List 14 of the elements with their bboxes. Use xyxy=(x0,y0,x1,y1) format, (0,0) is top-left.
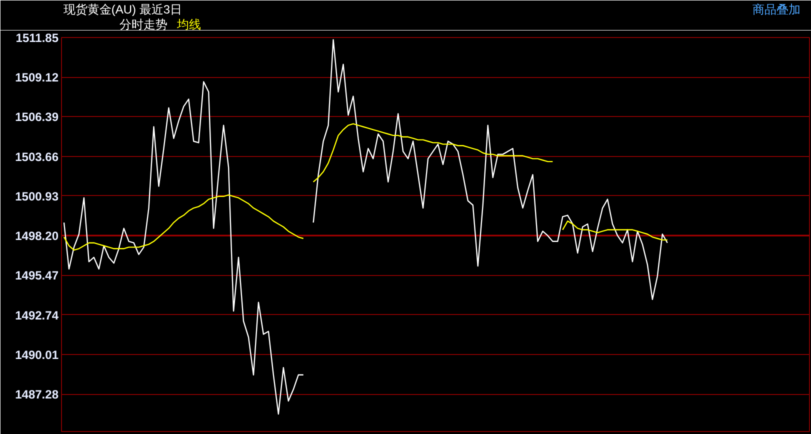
y-tick-label: 1490.01 xyxy=(15,348,59,362)
text: 均线 xyxy=(176,18,201,32)
chart-title: 现货黄金(AU) 最近3日 xyxy=(63,2,182,16)
y-tick-label: 1506.39 xyxy=(15,110,59,124)
y-tick-label: 1495.47 xyxy=(15,268,59,283)
y-tick-label: 1487.28 xyxy=(15,388,59,402)
y-tick-label: 1498.20 xyxy=(15,229,59,244)
y-tick-label: 1500.93 xyxy=(15,189,59,204)
y-tick-label: 1503.66 xyxy=(15,150,59,164)
text: 商品叠加 xyxy=(752,2,800,16)
y-tick-label: 1492.74 xyxy=(15,308,59,322)
text: 分时走势 xyxy=(120,18,168,32)
y-tick-label: 1509.12 xyxy=(15,70,59,85)
y-tick-label: 1511.85 xyxy=(16,31,59,45)
